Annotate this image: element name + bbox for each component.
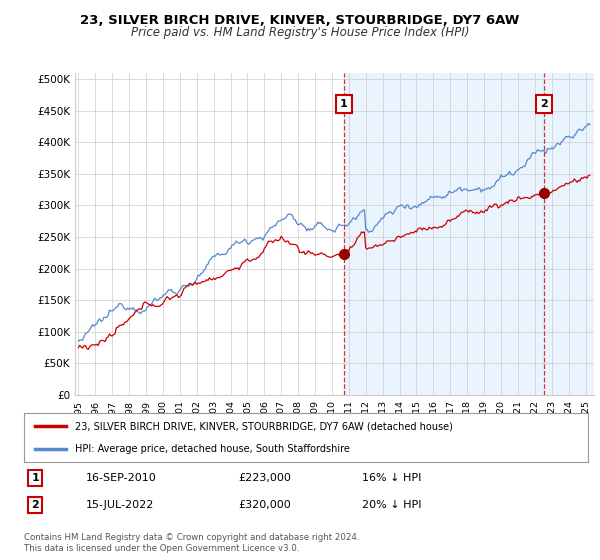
Text: 2: 2 [31, 500, 39, 510]
Text: 1: 1 [340, 99, 347, 109]
Text: HPI: Average price, detached house, South Staffordshire: HPI: Average price, detached house, Sout… [75, 444, 350, 454]
Text: 23, SILVER BIRCH DRIVE, KINVER, STOURBRIDGE, DY7 6AW (detached house): 23, SILVER BIRCH DRIVE, KINVER, STOURBRI… [75, 421, 452, 431]
Text: 20% ↓ HPI: 20% ↓ HPI [362, 500, 422, 510]
Text: Contains HM Land Registry data © Crown copyright and database right 2024.
This d: Contains HM Land Registry data © Crown c… [24, 533, 359, 553]
Text: £320,000: £320,000 [238, 500, 291, 510]
Text: 1: 1 [31, 473, 39, 483]
Text: Price paid vs. HM Land Registry's House Price Index (HPI): Price paid vs. HM Land Registry's House … [131, 26, 469, 39]
Text: £223,000: £223,000 [238, 473, 291, 483]
Bar [344, 73, 594, 395]
Text: 15-JUL-2022: 15-JUL-2022 [86, 500, 154, 510]
Text: 2: 2 [540, 99, 548, 109]
Text: 16-SEP-2010: 16-SEP-2010 [86, 473, 157, 483]
Text: 16% ↓ HPI: 16% ↓ HPI [362, 473, 422, 483]
Text: 23, SILVER BIRCH DRIVE, KINVER, STOURBRIDGE, DY7 6AW: 23, SILVER BIRCH DRIVE, KINVER, STOURBRI… [80, 14, 520, 27]
